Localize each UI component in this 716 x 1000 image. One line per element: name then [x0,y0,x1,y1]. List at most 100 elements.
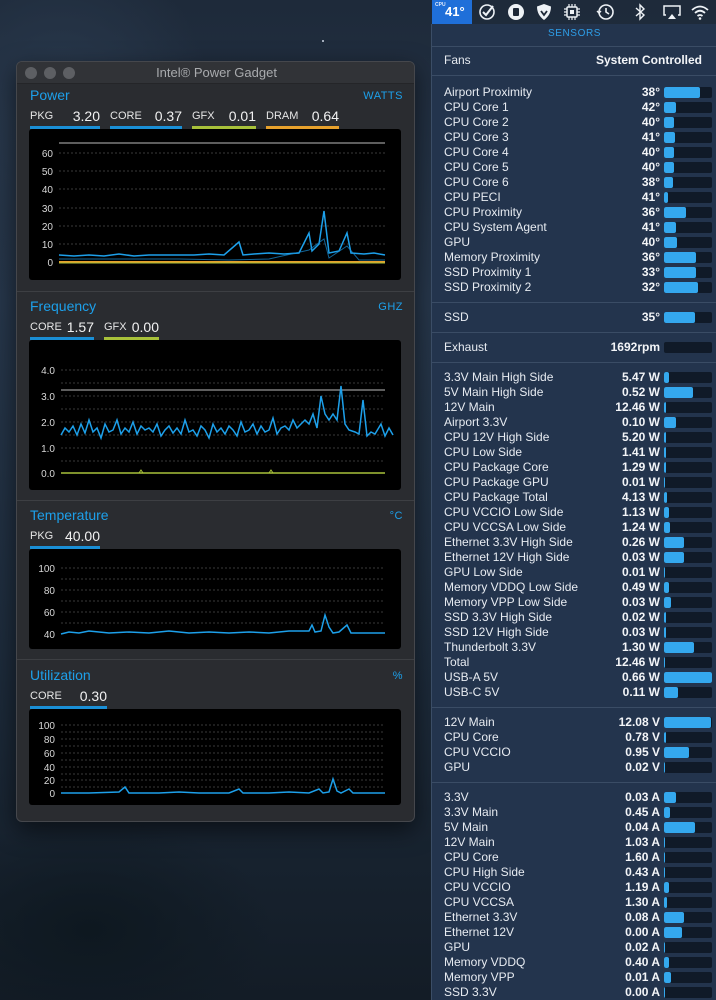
sensor-row[interactable]: CPU PECI 41° [444,190,712,205]
sensor-level-bar [664,342,712,353]
sensor-row[interactable]: CPU Core 5 40° [444,160,712,175]
metric-label: GFX [104,321,127,333]
sensor-row[interactable]: Memory VPP Low Side 0.03 W [444,595,712,610]
sensors-header: SENSORS [547,28,602,39]
sensor-row[interactable]: 5V Main High Side 0.52 W [444,385,712,400]
shield-icon[interactable] [532,0,556,24]
sensor-row[interactable]: Airport 3.3V 0.10 W [444,415,712,430]
sensor-row[interactable]: 3.3V 0.03 A [444,790,712,805]
sensor-row[interactable]: 3.3V Main 0.45 A [444,805,712,820]
section-unit: % [392,670,403,682]
sensor-row[interactable]: CPU Core 1 42° [444,100,712,115]
sensor-level-bar [664,567,712,578]
sensor-row[interactable]: CPU 12V High Side 5.20 W [444,430,712,445]
sensor-name: 3.3V Main High Side [444,370,554,384]
sensor-row[interactable]: SSD Proximity 2 32° [444,280,712,295]
sensor-level-fill [664,732,666,743]
sensor-name: 12V Main [444,400,495,414]
sensor-row[interactable]: CPU Package GPU 0.01 W [444,475,712,490]
sensor-row[interactable]: USB-C 5V 0.11 W [444,685,712,700]
sensor-value: 0.10 W [621,415,660,429]
sensor-row[interactable]: CPU VCCIO Low Side 1.13 W [444,505,712,520]
sensor-row[interactable]: SSD 3.3V High Side 0.02 W [444,610,712,625]
sensor-row[interactable]: Memory VDDQ Low Side 0.49 W [444,580,712,595]
sensor-row[interactable]: 12V Main 12.08 V [444,715,712,730]
sensors-menu[interactable]: SENSORS Fans System Controlled Airport P… [431,24,716,1000]
sensor-row[interactable]: 12V Main 1.03 A [444,835,712,850]
sensor-level-fill [664,882,669,893]
sensor-row[interactable]: CPU Core 1.60 A [444,850,712,865]
sensor-row[interactable]: CPU High Side 0.43 A [444,865,712,880]
sensor-value: 0.04 A [625,820,660,834]
power-gadget-window[interactable]: Intel® Power Gadget Power WATTS PKG 3.20… [16,61,415,822]
zoom-window-button[interactable] [63,67,75,79]
sensor-row[interactable]: Ethernet 12V High Side 0.03 W [444,550,712,565]
sensor-row[interactable]: SSD 3.3V 0.00 A [444,985,712,1000]
sensor-value: 5.47 W [621,370,660,384]
metric-value: 0.00 [131,319,159,335]
sensor-row[interactable]: GPU 0.02 A [444,940,712,955]
sensor-row[interactable]: USB-A 5V 0.66 W [444,670,712,685]
close-window-button[interactable] [25,67,37,79]
sensor-row[interactable]: 5V Main 0.04 A [444,820,712,835]
sensor-row[interactable]: CPU Proximity 36° [444,205,712,220]
minimize-window-button[interactable] [44,67,56,79]
sensor-row[interactable]: CPU VCCIO 1.19 A [444,880,712,895]
metric-value: 1.57 [66,319,94,335]
sensor-row[interactable]: GPU Low Side 0.01 W [444,565,712,580]
sensor-row[interactable]: CPU Core 6 38° [444,175,712,190]
cpu-chip-icon[interactable] [560,0,584,24]
sensor-level-bar [664,522,712,533]
fans-value[interactable]: System Controlled [595,53,702,67]
stop-circle-icon[interactable] [504,0,528,24]
sensor-row[interactable]: CPU Package Core 1.29 W [444,460,712,475]
sensor-row[interactable]: Memory VDDQ 0.40 A [444,955,712,970]
sensor-row[interactable]: Thunderbolt 3.3V 1.30 W [444,640,712,655]
temperature-status-item[interactable]: CPU 41° [432,0,472,24]
menu-bar: CPU 41° [0,0,716,24]
sensor-row[interactable]: CPU Package Total 4.13 W [444,490,712,505]
sensor-row[interactable]: Exhaust 1692rpm [444,340,712,355]
sensor-row[interactable]: CPU Core 0.78 V [444,730,712,745]
sensor-row[interactable]: Ethernet 3.3V 0.08 A [444,910,712,925]
sensor-value: 0.02 W [621,610,660,624]
sensor-row[interactable]: GPU 40° [444,235,712,250]
sensor-name: CPU 12V High Side [444,430,550,444]
sensor-row[interactable]: Memory Proximity 36° [444,250,712,265]
sensor-row[interactable]: Ethernet 12V 0.00 A [444,925,712,940]
sensor-row[interactable]: CPU VCCIO 0.95 V [444,745,712,760]
sensor-row[interactable]: CPU Core 3 41° [444,130,712,145]
sensor-row[interactable]: CPU Low Side 1.41 W [444,445,712,460]
sensor-row[interactable]: Airport Proximity 38° [444,85,712,100]
sensor-level-fill [664,402,666,413]
sensor-row[interactable]: 12V Main 12.46 W [444,400,712,415]
metric-label: CORE [110,110,142,122]
sensor-row[interactable]: Memory VPP 0.01 A [444,970,712,985]
metric-gfx: GFX 0.01 [192,106,256,129]
sensor-level-fill [664,222,676,233]
window-titlebar[interactable]: Intel® Power Gadget [17,62,414,84]
sensor-row[interactable]: CPU VCCSA 1.30 A [444,895,712,910]
sensor-row[interactable]: 3.3V Main High Side 5.47 W [444,370,712,385]
sensor-row[interactable]: Ethernet 3.3V High Side 0.26 W [444,535,712,550]
sensor-row[interactable]: CPU Core 4 40° [444,145,712,160]
sensor-level-bar [664,957,712,968]
bluetooth-icon[interactable] [628,0,652,24]
airplay-icon[interactable] [660,0,684,24]
sensor-row[interactable]: SSD Proximity 1 33° [444,265,712,280]
sensor-row[interactable]: CPU VCCSA Low Side 1.24 W [444,520,712,535]
sensor-level-fill [664,267,696,278]
metric-gfx: GFX 0.00 [104,317,159,340]
sensor-value: 42° [641,100,660,114]
sensor-row[interactable]: Total 12.46 W [444,655,712,670]
time-machine-icon[interactable] [594,0,618,24]
sensor-row[interactable]: SSD 35° [444,310,712,325]
wifi-icon[interactable] [688,0,712,24]
sensor-level-bar [664,537,712,548]
checkmark-circle-icon[interactable] [475,0,499,24]
sensor-row[interactable]: CPU Core 2 40° [444,115,712,130]
sensor-level-bar [664,552,712,563]
sensor-row[interactable]: SSD 12V High Side 0.03 W [444,625,712,640]
sensor-row[interactable]: GPU 0.02 V [444,760,712,775]
sensor-row[interactable]: CPU System Agent 41° [444,220,712,235]
